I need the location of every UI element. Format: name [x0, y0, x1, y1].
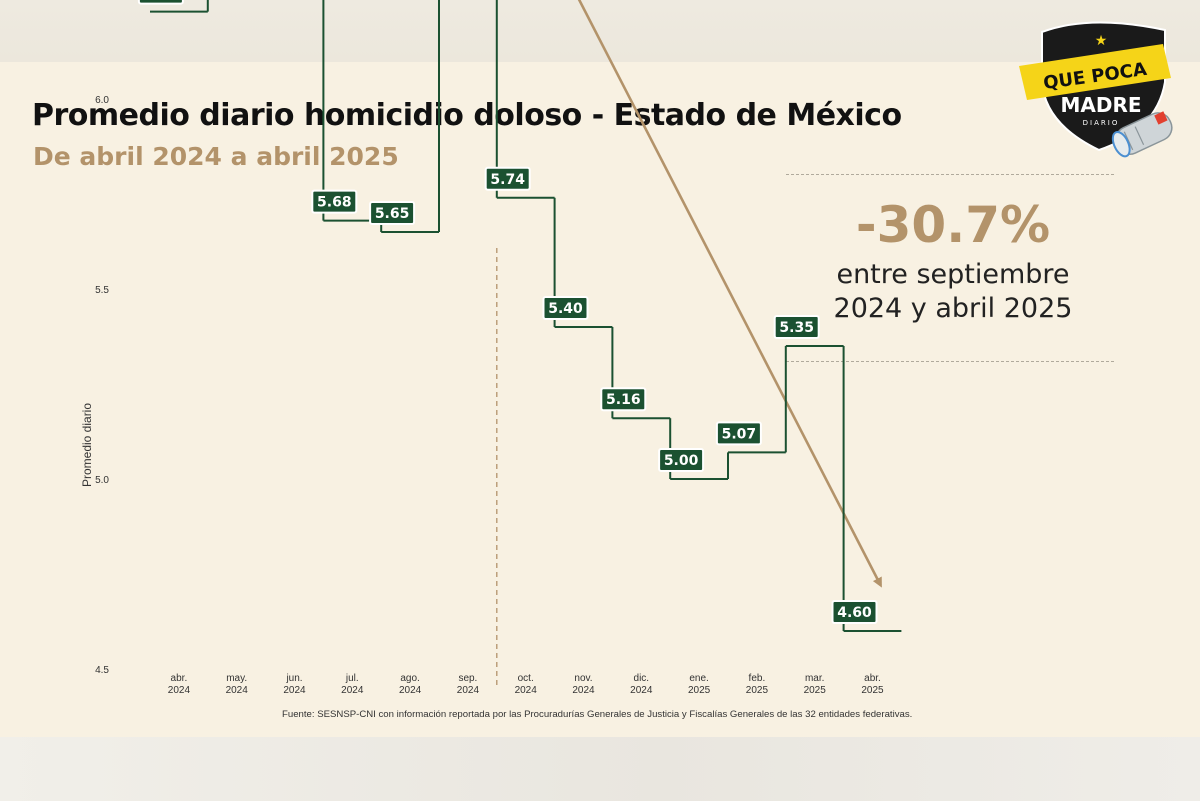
value-label-box	[137, 0, 184, 5]
x-tick-label: ago. 2024	[399, 673, 422, 696]
x-tick-label: jun. 2024	[283, 673, 306, 696]
chart-title: Promedio diario homicidio doloso - Estad…	[32, 98, 902, 133]
value-label: 5.40	[548, 301, 583, 317]
value-label: 5.68	[317, 195, 352, 211]
value-label: 4.60	[837, 605, 872, 621]
stat-description-line1: entre septiembre	[836, 259, 1070, 290]
value-label: 5.65	[375, 206, 410, 222]
value-label-box	[831, 600, 878, 624]
value-label-box	[600, 387, 647, 412]
top-band	[0, 0, 1200, 62]
source-note: Fuente: SESNSP-CNI con información repor…	[282, 709, 913, 720]
stat-description-line2: 2024 y abril 2025	[833, 293, 1073, 324]
x-tick-label: ene. 2025	[688, 673, 711, 696]
y-tick-label: 5.0	[95, 475, 109, 486]
y-tick-label: 4.5	[95, 665, 109, 676]
y-axis-title: Promedio diario	[80, 403, 94, 487]
value-label: 5.74	[490, 172, 525, 188]
stat-divider-top	[786, 174, 1114, 175]
x-tick-label: sep. 2024	[457, 673, 480, 696]
x-tick-label: may. 2024	[226, 673, 249, 696]
newspaper-roll-icon	[1111, 111, 1173, 158]
value-label: 5.07	[722, 426, 757, 442]
x-tick-label: abr. 2024	[168, 673, 191, 696]
value-label-box	[715, 421, 762, 446]
value-label-box	[311, 189, 358, 214]
value-label-box	[484, 166, 531, 191]
logo-text-line3: DIARIO	[1083, 119, 1120, 127]
bottom-band	[0, 737, 1200, 801]
value-label: 5.00	[664, 453, 699, 469]
value-label-box	[369, 201, 416, 225]
que-poca-madre-logo: ★ QUE POCA MADRE DIARIO	[1019, 21, 1173, 158]
stat-description: entre septiembre 2024 y abril 2025	[786, 258, 1120, 326]
value-label-box	[773, 315, 820, 339]
chart-subtitle: De abril 2024 a abril 2025	[33, 142, 399, 171]
value-label: 5.35	[779, 320, 814, 336]
x-tick-label: jul. 2024	[341, 673, 364, 696]
x-tick-label: feb. 2025	[746, 673, 769, 696]
x-tick-label: oct. 2024	[515, 673, 538, 696]
stat-percent: -30.7%	[855, 196, 1051, 254]
stat-divider-bottom	[786, 361, 1114, 362]
value-label: 5.16	[606, 392, 641, 408]
value-label-box	[542, 296, 589, 320]
logo-text-line2: MADRE	[1060, 93, 1141, 117]
x-tick-label: abr. 2025	[861, 673, 884, 696]
value-label-box	[658, 448, 705, 472]
y-tick-label: 5.5	[95, 285, 109, 296]
trend-arrow	[577, 0, 882, 588]
value-label: 6.23	[144, 0, 179, 2]
x-tick-label: dic. 2024	[630, 673, 653, 696]
x-tick-label: mar. 2025	[804, 673, 827, 696]
y-tick-label: 6.0	[95, 95, 109, 106]
x-tick-label: nov. 2024	[572, 673, 595, 696]
svg-text:★: ★	[1095, 33, 1108, 49]
